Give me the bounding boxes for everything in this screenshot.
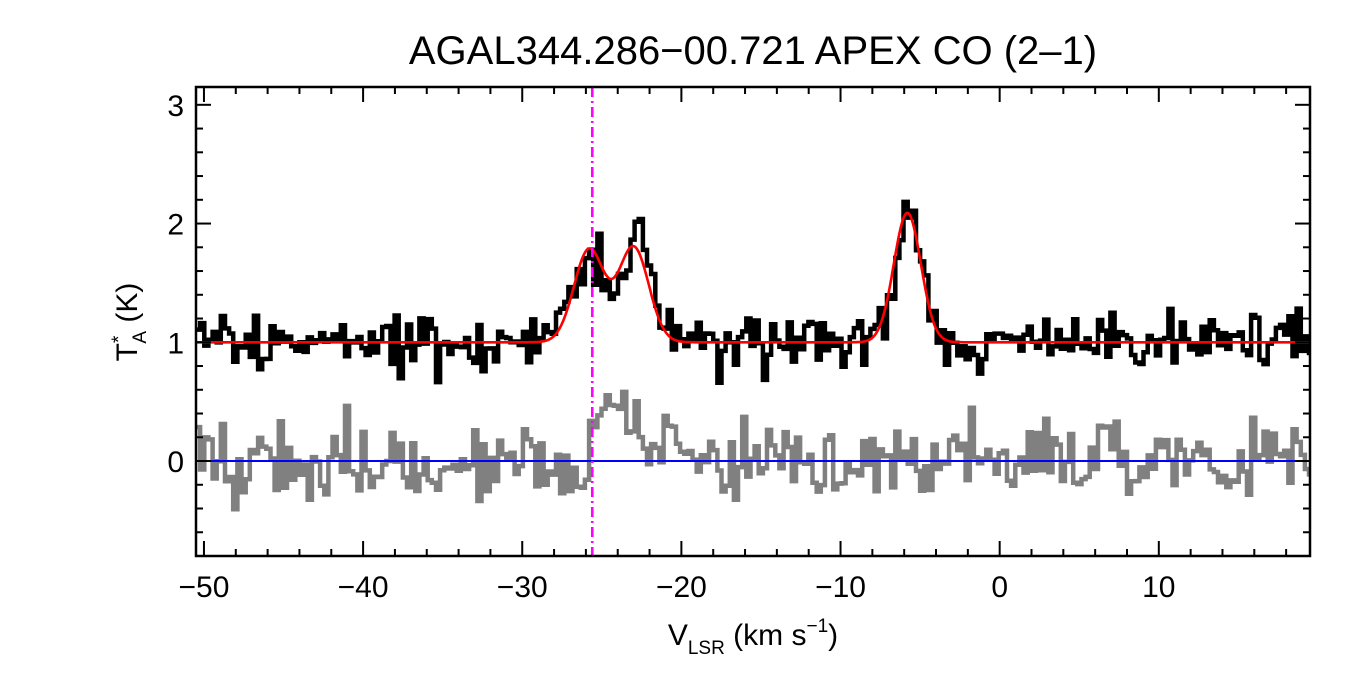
x-axis-label-sup: −1 (806, 616, 828, 637)
x-tick-label: −20 (656, 571, 707, 604)
chart-title: AGAL344.286−00.721 APEX CO (2–1) (409, 29, 1097, 73)
x-tick-label: 0 (991, 571, 1008, 604)
x-axis-label-close: ) (828, 619, 838, 652)
x-axis-label: VLSR (km s−1) (668, 616, 838, 659)
series-gaussian-fit (196, 211, 1310, 344)
y-tick-label: 3 (167, 90, 184, 123)
y-axis-label-unit: (K) (111, 283, 144, 331)
x-tick-label: −10 (815, 571, 866, 604)
x-tick-label: −40 (338, 571, 389, 604)
y-tick-label: 0 (167, 446, 184, 479)
plot-area (196, 87, 1310, 556)
axes: −50 −40 −30 −20 −10 0 10 0 1 2 3 (167, 87, 1310, 604)
y-axis-label: T*A (K) (109, 283, 151, 362)
series-observed-spectrum (196, 199, 1310, 385)
series-residual-spectrum (196, 389, 1310, 512)
x-tick-label: 10 (1142, 571, 1175, 604)
x-axis-label-sub: LSR (688, 638, 725, 659)
x-axis-label-unit: (km s (725, 619, 807, 652)
x-tick-label: −30 (497, 571, 548, 604)
y-axis-label-sub: A (130, 331, 151, 344)
y-axis-label-main: T (111, 343, 144, 361)
y-tick-label: 1 (167, 327, 184, 360)
y-axis-label-sup: * (109, 335, 130, 343)
y-tick-label: 2 (167, 209, 184, 242)
x-axis-label-main: V (668, 619, 688, 652)
plot-frame (194, 85, 1312, 558)
x-tick-label: −50 (179, 571, 230, 604)
